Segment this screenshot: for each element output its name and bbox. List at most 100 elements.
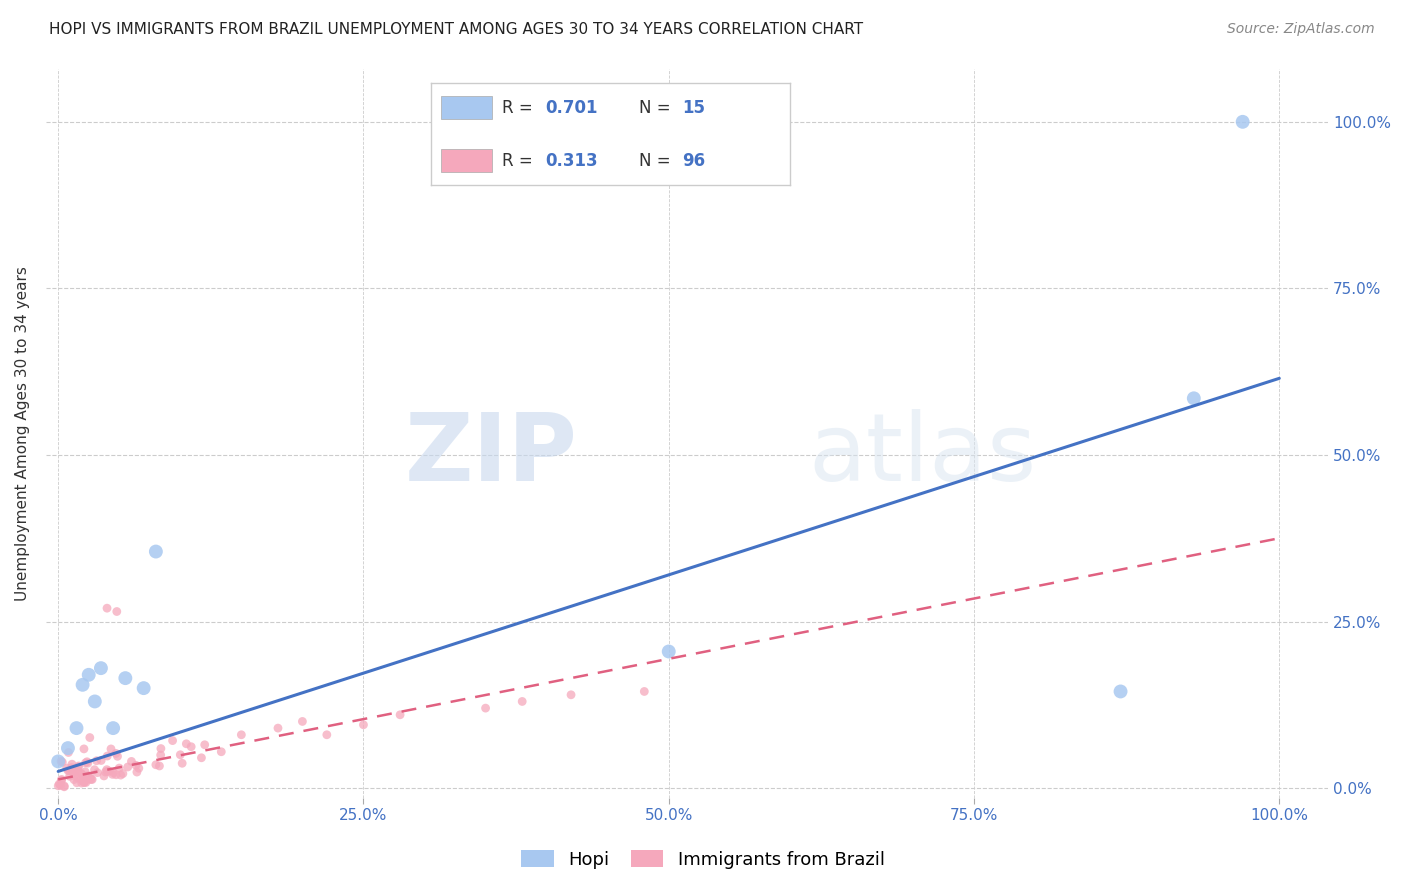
Point — [75, 756, 97, 770]
Point — [108, 761, 131, 775]
Point — [73, 774, 96, 789]
Point — [56, 741, 79, 756]
Point — [79, 770, 101, 784]
Point — [77, 668, 100, 682]
Point — [53, 780, 76, 794]
Point — [291, 714, 314, 729]
Point — [315, 728, 337, 742]
Point — [63, 768, 86, 782]
Point — [149, 741, 172, 756]
Point — [125, 758, 148, 772]
Point — [633, 684, 655, 698]
Point — [90, 661, 112, 675]
Point — [172, 756, 194, 771]
Point — [125, 765, 148, 780]
Point — [96, 601, 118, 615]
Point — [145, 544, 167, 558]
Point — [82, 772, 104, 787]
Point — [353, 718, 375, 732]
Point — [117, 760, 139, 774]
Point — [180, 739, 202, 754]
Point — [96, 749, 118, 764]
Point — [62, 764, 84, 779]
Point — [56, 764, 79, 778]
Point — [75, 764, 97, 779]
Point — [101, 765, 124, 780]
Point — [231, 728, 253, 742]
Point — [80, 772, 103, 787]
Point — [86, 765, 108, 780]
Point — [65, 721, 87, 735]
Point — [101, 721, 124, 735]
Point — [76, 756, 98, 771]
Point — [72, 678, 94, 692]
Point — [46, 779, 69, 793]
Point — [76, 755, 98, 769]
Point — [59, 769, 82, 783]
Point — [105, 605, 128, 619]
Point — [101, 767, 124, 781]
Point — [60, 760, 83, 774]
Point — [60, 757, 83, 772]
Point — [77, 769, 100, 783]
Point — [70, 766, 93, 780]
Point — [58, 746, 80, 760]
Point — [169, 747, 191, 762]
Point — [70, 772, 93, 787]
Point — [66, 764, 89, 779]
Point — [132, 681, 155, 695]
Point — [194, 738, 217, 752]
Point — [49, 778, 72, 792]
Point — [53, 779, 76, 793]
Point — [104, 747, 127, 761]
Point — [110, 768, 132, 782]
Point — [111, 766, 134, 780]
Point — [70, 776, 93, 790]
Point — [79, 772, 101, 787]
Point — [67, 760, 90, 774]
Text: ZIP: ZIP — [405, 409, 578, 501]
Point — [162, 733, 184, 747]
Point — [51, 773, 73, 788]
Point — [90, 754, 112, 768]
Point — [63, 772, 86, 787]
Y-axis label: Unemployment Among Ages 30 to 34 years: Unemployment Among Ages 30 to 34 years — [15, 266, 30, 600]
Point — [190, 751, 212, 765]
Point — [474, 701, 496, 715]
Point — [96, 764, 118, 779]
Point — [1232, 115, 1254, 129]
Point — [55, 761, 77, 775]
Point — [58, 764, 80, 778]
Point — [51, 772, 73, 787]
Point — [267, 721, 290, 735]
Point — [94, 765, 117, 780]
Text: HOPI VS IMMIGRANTS FROM BRAZIL UNEMPLOYMENT AMONG AGES 30 TO 34 YEARS CORRELATIO: HOPI VS IMMIGRANTS FROM BRAZIL UNEMPLOYM… — [49, 22, 863, 37]
Point — [49, 754, 72, 768]
Point — [128, 761, 150, 775]
Point — [120, 755, 142, 769]
Point — [83, 763, 105, 777]
Point — [107, 749, 129, 764]
Point — [46, 755, 69, 769]
Text: Source: ZipAtlas.com: Source: ZipAtlas.com — [1227, 22, 1375, 37]
Point — [209, 745, 232, 759]
Point — [560, 688, 582, 702]
Point — [114, 671, 136, 685]
Point — [83, 694, 105, 708]
Point — [510, 694, 533, 708]
Legend: Hopi, Immigrants from Brazil: Hopi, Immigrants from Brazil — [515, 843, 891, 876]
Point — [145, 757, 167, 772]
Point — [389, 707, 412, 722]
Point — [93, 769, 115, 783]
Point — [73, 775, 96, 789]
Point — [72, 771, 94, 785]
Point — [66, 776, 89, 790]
Point — [48, 777, 70, 791]
Point — [79, 731, 101, 745]
Point — [148, 759, 170, 773]
Point — [51, 755, 73, 769]
Point — [67, 759, 90, 773]
Point — [149, 747, 172, 762]
Point — [100, 742, 122, 756]
Point — [73, 775, 96, 789]
